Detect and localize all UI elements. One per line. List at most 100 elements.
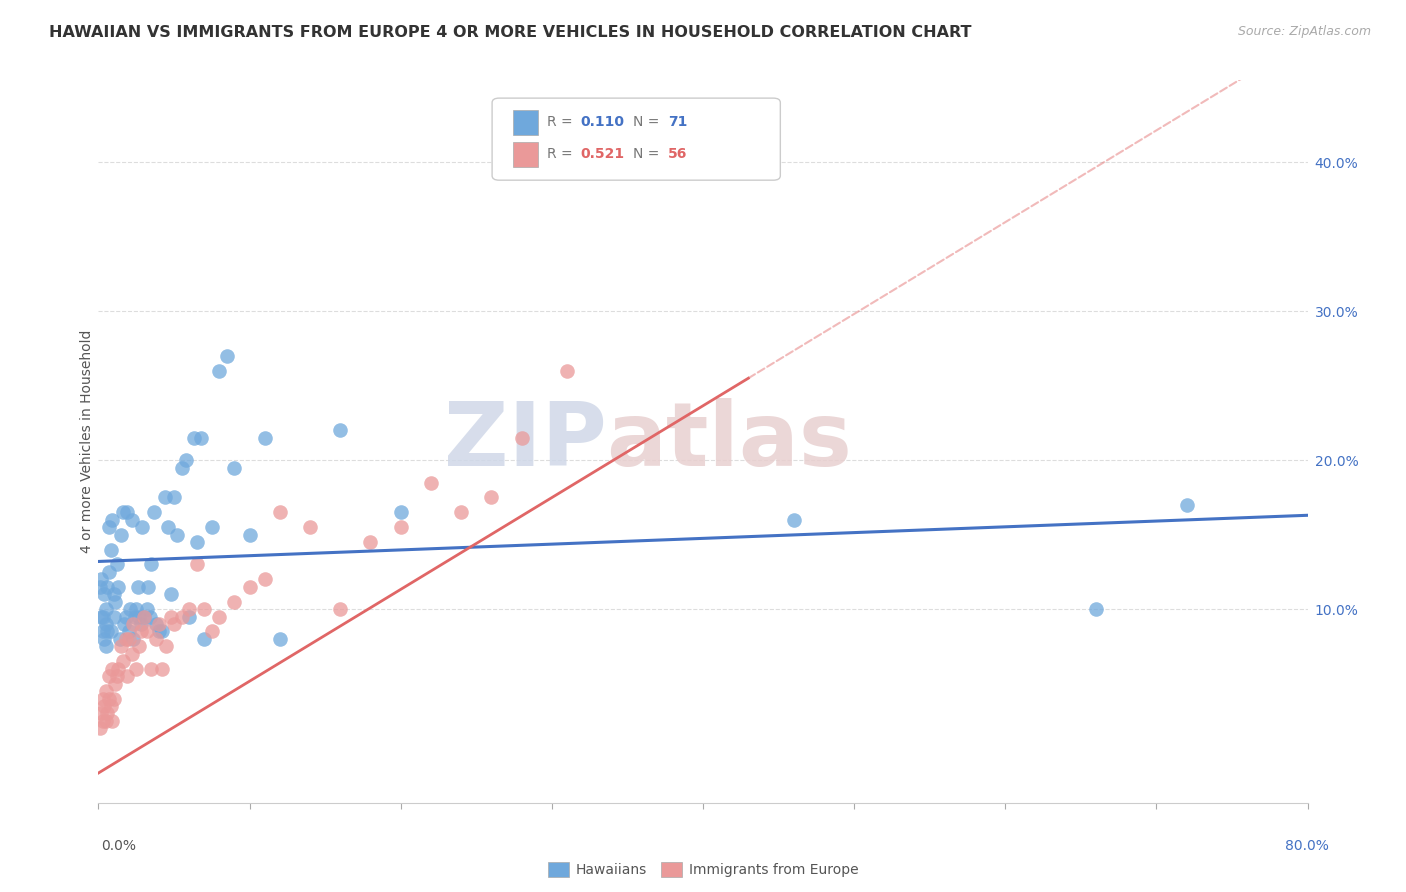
Point [193, 602, 215, 616]
Point [224, 460, 246, 475]
Point [224, 595, 246, 609]
Point [131, 520, 153, 534]
Text: 56: 56 [668, 147, 688, 161]
Point [111, 654, 134, 668]
Point [481, 491, 503, 505]
Point [121, 513, 143, 527]
Text: N =: N = [633, 115, 664, 129]
Point [163, 491, 186, 505]
Point [121, 647, 143, 661]
Point [91, 624, 114, 639]
Point [115, 669, 138, 683]
Point [329, 423, 352, 437]
Point [91, 714, 114, 728]
Point [107, 662, 129, 676]
Point [96, 624, 118, 639]
Point [91, 691, 114, 706]
Text: R =: R = [547, 147, 576, 161]
Point [118, 624, 141, 639]
Point [122, 632, 145, 646]
Point [186, 558, 208, 572]
Point [299, 520, 322, 534]
Point [100, 542, 122, 557]
Point [90, 572, 112, 586]
Point [145, 617, 167, 632]
Point [156, 520, 179, 534]
Point [389, 505, 412, 519]
Point [132, 609, 155, 624]
Point [94, 602, 117, 616]
Point [132, 609, 155, 624]
Point [94, 640, 117, 654]
Point [94, 714, 117, 728]
Point [129, 617, 152, 632]
Point [510, 431, 533, 445]
Point [129, 624, 152, 639]
Point [114, 632, 136, 646]
Point [179, 609, 201, 624]
Point [114, 609, 136, 624]
Point [170, 609, 193, 624]
Point [93, 587, 115, 601]
Point [125, 602, 148, 616]
Point [163, 617, 186, 632]
Point [104, 676, 127, 690]
Point [253, 572, 276, 586]
Point [103, 691, 125, 706]
Point [269, 505, 291, 519]
Point [150, 662, 173, 676]
Point [239, 527, 262, 541]
Point [110, 640, 132, 654]
Point [329, 602, 352, 616]
Text: 71: 71 [668, 115, 688, 129]
Point [179, 602, 201, 616]
Point [1085, 602, 1108, 616]
Point [96, 580, 118, 594]
Point [201, 520, 224, 534]
Point [93, 698, 115, 713]
Point [201, 624, 224, 639]
Point [98, 520, 121, 534]
Point [145, 632, 167, 646]
Text: ZIP: ZIP [443, 398, 606, 485]
Point [128, 609, 150, 624]
Text: N =: N = [633, 147, 664, 161]
Point [139, 609, 162, 624]
Point [89, 580, 111, 594]
Point [174, 453, 197, 467]
Point [105, 669, 128, 683]
Point [93, 632, 115, 646]
Point [208, 609, 231, 624]
Point [124, 609, 146, 624]
Point [183, 431, 205, 445]
Legend: Hawaiians, Immigrants from Europe: Hawaiians, Immigrants from Europe [543, 856, 863, 882]
Point [90, 609, 112, 624]
Point [160, 587, 183, 601]
Point [135, 602, 157, 616]
Point [269, 632, 291, 646]
Point [98, 691, 121, 706]
Point [253, 431, 276, 445]
Point [737, 140, 759, 154]
Point [166, 527, 188, 541]
Point [208, 364, 231, 378]
Point [555, 364, 578, 378]
Point [107, 580, 129, 594]
Y-axis label: 4 or more Vehicles in Household: 4 or more Vehicles in Household [80, 330, 94, 553]
Point [94, 684, 117, 698]
Point [141, 558, 163, 572]
Point [115, 505, 138, 519]
Point [450, 505, 472, 519]
Point [153, 491, 176, 505]
Point [1175, 498, 1198, 512]
Point [125, 662, 148, 676]
Text: 0.0%: 0.0% [101, 838, 136, 853]
Point [120, 602, 142, 616]
Point [783, 513, 806, 527]
Point [360, 535, 382, 549]
Point [170, 460, 193, 475]
Point [110, 527, 132, 541]
Point [118, 632, 141, 646]
Point [91, 609, 114, 624]
Point [155, 640, 177, 654]
